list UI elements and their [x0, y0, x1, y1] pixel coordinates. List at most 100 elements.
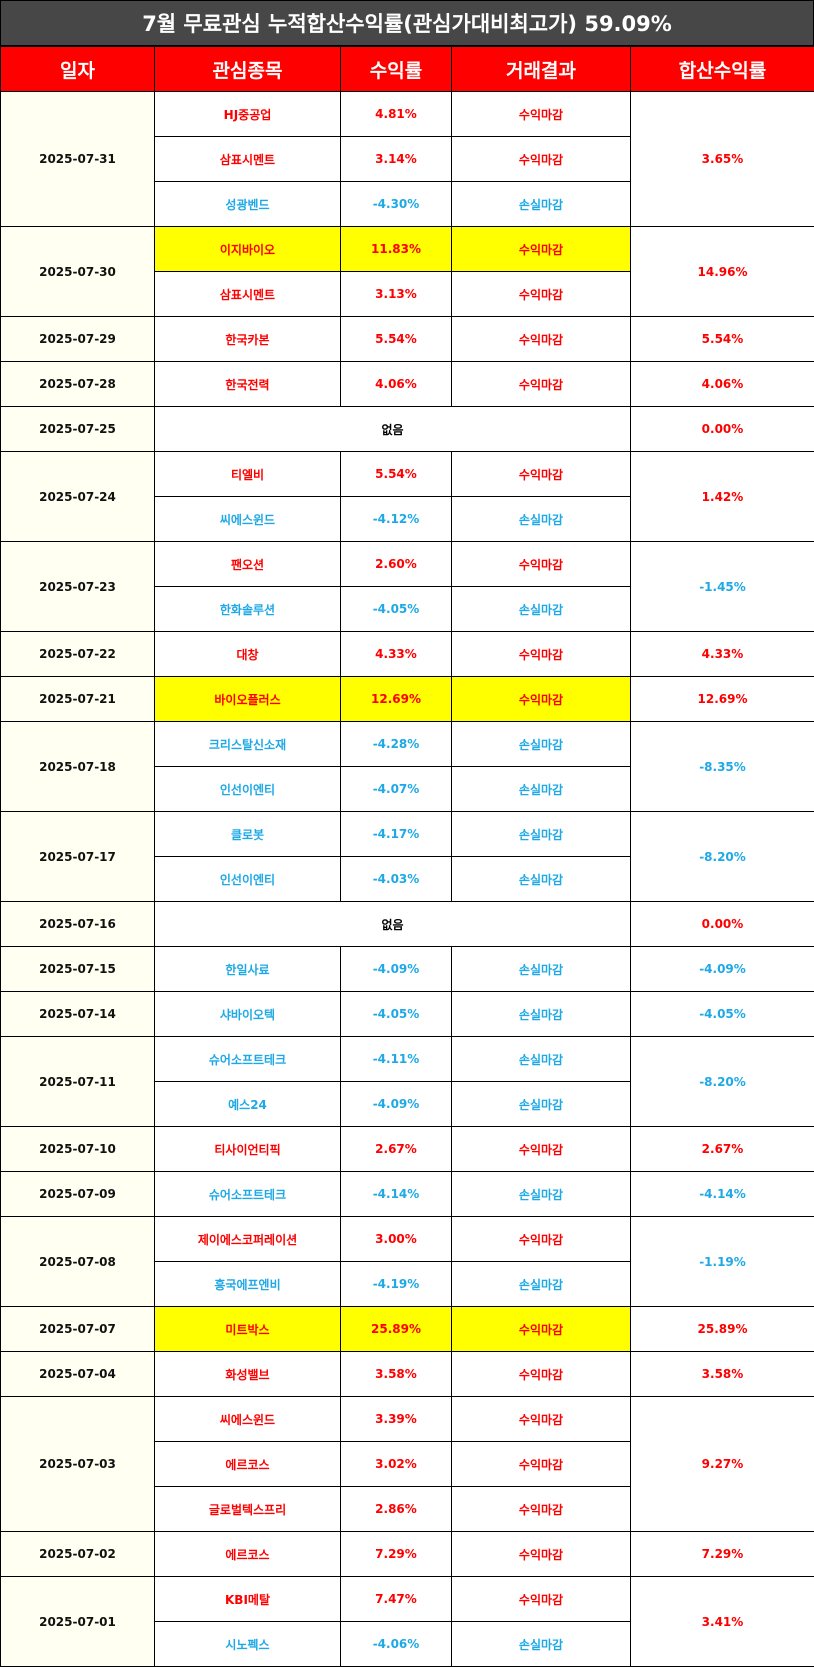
- trade-result-cell: 손실마감: [452, 1082, 631, 1127]
- date-cell: 2025-07-17: [1, 812, 155, 902]
- date-cell: 2025-07-08: [1, 1217, 155, 1307]
- date-cell: 2025-07-29: [1, 317, 155, 362]
- stock-name-cell: HJ중공업: [155, 92, 341, 137]
- return-rate-cell: 3.14%: [341, 137, 452, 182]
- trade-result-cell: 손실마감: [452, 812, 631, 857]
- stock-name-cell: 대창: [155, 632, 341, 677]
- return-rate-cell: -4.19%: [341, 1262, 452, 1307]
- stock-name-cell: 클로봇: [155, 812, 341, 857]
- stock-name-cell: 바이오플러스: [155, 677, 341, 722]
- return-rate-cell: 5.54%: [341, 452, 452, 497]
- date-cell: 2025-07-28: [1, 362, 155, 407]
- return-rate-cell: -4.14%: [341, 1172, 452, 1217]
- date-cell: 2025-07-03: [1, 1397, 155, 1532]
- stock-name-cell: 샤바이오텍: [155, 992, 341, 1037]
- date-cell: 2025-07-04: [1, 1352, 155, 1397]
- return-rate-cell: 2.60%: [341, 542, 452, 587]
- stock-name-cell: 크리스탈신소재: [155, 722, 341, 767]
- trade-result-cell: 수익마감: [452, 1217, 631, 1262]
- header-total: 합산수익률: [631, 47, 814, 92]
- total-return-cell: 9.27%: [631, 1397, 814, 1532]
- stock-name-cell: 한국카본: [155, 317, 341, 362]
- return-rate-cell: 7.47%: [341, 1577, 452, 1622]
- return-rate-cell: -4.11%: [341, 1037, 452, 1082]
- stock-name-cell: 씨에스윈드: [155, 1397, 341, 1442]
- trade-result-cell: 손실마감: [452, 722, 631, 767]
- stock-name-cell: 시노펙스: [155, 1622, 341, 1667]
- trade-result-cell: 손실마감: [452, 1037, 631, 1082]
- return-rate-cell: 2.86%: [341, 1487, 452, 1532]
- trade-result-cell: 손실마감: [452, 857, 631, 902]
- stock-name-cell: 글로벌텍스프리: [155, 1487, 341, 1532]
- return-rate-cell: -4.17%: [341, 812, 452, 857]
- stock-name-cell: 슈어소프트테크: [155, 1037, 341, 1082]
- stock-name-cell: 삼표시멘트: [155, 137, 341, 182]
- no-pick-cell: 없음: [155, 407, 631, 452]
- stock-name-cell: 팬오션: [155, 542, 341, 587]
- stock-name-cell: 화성밸브: [155, 1352, 341, 1397]
- total-return-cell: 0.00%: [631, 902, 814, 947]
- return-rate-cell: 7.29%: [341, 1532, 452, 1577]
- stock-name-cell: 인선이엔티: [155, 767, 341, 812]
- trade-result-cell: 손실마감: [452, 1172, 631, 1217]
- return-rate-cell: 3.39%: [341, 1397, 452, 1442]
- date-cell: 2025-07-25: [1, 407, 155, 452]
- total-return-cell: 14.96%: [631, 227, 814, 317]
- trade-result-cell: 손실마감: [452, 992, 631, 1037]
- trade-result-cell: 손실마감: [452, 947, 631, 992]
- date-cell: 2025-07-31: [1, 92, 155, 227]
- return-rate-cell: 2.67%: [341, 1127, 452, 1172]
- trade-result-cell: 수익마감: [452, 1127, 631, 1172]
- return-rate-cell: -4.03%: [341, 857, 452, 902]
- trade-result-cell: 수익마감: [452, 227, 631, 272]
- return-rate-cell: -4.07%: [341, 767, 452, 812]
- stock-name-cell: 이지바이오: [155, 227, 341, 272]
- total-return-cell: 7.29%: [631, 1532, 814, 1577]
- trade-result-cell: 손실마감: [452, 587, 631, 632]
- return-rate-cell: 3.58%: [341, 1352, 452, 1397]
- date-cell: 2025-07-07: [1, 1307, 155, 1352]
- total-return-cell: -4.05%: [631, 992, 814, 1037]
- return-rate-cell: -4.12%: [341, 497, 452, 542]
- stock-name-cell: 인선이엔티: [155, 857, 341, 902]
- trade-result-cell: 수익마감: [452, 542, 631, 587]
- date-cell: 2025-07-15: [1, 947, 155, 992]
- stock-name-cell: 예스24: [155, 1082, 341, 1127]
- return-rate-cell: 4.06%: [341, 362, 452, 407]
- return-rate-cell: 3.02%: [341, 1442, 452, 1487]
- stock-name-cell: 삼표시멘트: [155, 272, 341, 317]
- total-return-cell: -4.14%: [631, 1172, 814, 1217]
- total-return-cell: 25.89%: [631, 1307, 814, 1352]
- trade-result-cell: 수익마감: [452, 1397, 631, 1442]
- header-rate: 수익률: [341, 47, 452, 92]
- return-rate-cell: 4.81%: [341, 92, 452, 137]
- trade-result-cell: 수익마감: [452, 677, 631, 722]
- total-return-cell: 3.58%: [631, 1352, 814, 1397]
- return-rate-cell: -4.09%: [341, 1082, 452, 1127]
- return-rate-cell: -4.05%: [341, 587, 452, 632]
- return-rate-cell: 4.33%: [341, 632, 452, 677]
- header-result: 거래결과: [452, 47, 631, 92]
- trade-result-cell: 수익마감: [452, 1352, 631, 1397]
- header-row: 일자 관심종목 수익률 거래결과 합산수익률: [1, 47, 814, 92]
- total-return-cell: -1.45%: [631, 542, 814, 632]
- date-cell: 2025-07-16: [1, 902, 155, 947]
- return-rate-cell: -4.06%: [341, 1622, 452, 1667]
- date-cell: 2025-07-09: [1, 1172, 155, 1217]
- trade-result-cell: 손실마감: [452, 767, 631, 812]
